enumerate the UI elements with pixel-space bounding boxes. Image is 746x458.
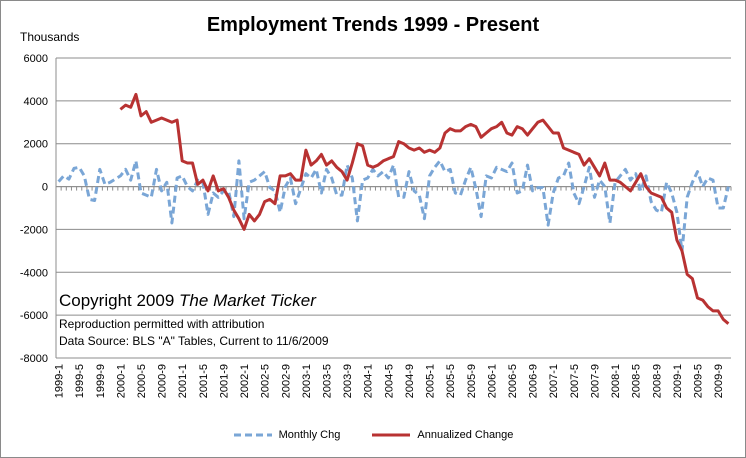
legend-label-annualized: Annualized Change [417,429,514,441]
x-tick-label: 2000-9 [157,364,169,398]
x-tick-label: 2003-9 [342,364,354,398]
x-tick-label: 2004-1 [363,364,375,398]
x-tick-label: 2007-1 [548,364,560,398]
x-tick-label: 2009-1 [672,364,684,398]
x-tick-label: 2003-1 [301,364,313,398]
y-tick-label: 6000 [24,53,48,65]
legend-item-monthly: Monthly Chg [233,429,341,441]
x-tick-label: 2005-1 [425,364,437,398]
data-source-note: Data Source: BLS "A" Tables, Current to … [59,334,329,348]
x-tick-label: 2000-5 [136,364,148,398]
copyright-publisher: The Market Ticker [179,291,316,310]
x-tick-label: 2002-1 [239,364,251,398]
series-line-0 [57,159,730,253]
y-axis-tick-labels: -8000 -6000 -4000 -2000 0 2000 4000 6000 [20,53,48,365]
x-tick-label: 2007-5 [569,364,581,398]
y-axis-label: Thousands [20,30,80,44]
x-tick-label: 1999-5 [74,364,86,398]
x-axis-tick-labels: 1999-1 1999-5 1999-9 2000-1 2000-5 2000-9 2001… [54,364,726,398]
y-tick-label: -8000 [20,353,48,365]
copyright-prefix: Copyright 2009 [59,291,175,310]
x-tick-label: 2006-9 [528,364,540,398]
copyright-note: Copyright 2009 The Market Ticker [59,291,316,311]
x-tick-label: 2001-1 [177,364,189,398]
gridlines [56,57,731,359]
x-tick-label: 2006-1 [486,364,498,398]
x-tick-label: 2002-9 [280,364,292,398]
x-tick-label: 2006-5 [507,364,519,398]
x-tick-label: 1999-1 [54,364,66,398]
y-tick-label: 2000 [24,139,48,151]
x-tick-label: 2005-9 [466,364,478,398]
y-tick-label: 0 [42,182,48,194]
x-tick-label: 2008-5 [631,364,643,398]
legend-label-monthly: Monthly Chg [278,429,341,441]
x-tick-label: 2009-9 [713,364,725,398]
y-tick-label: -4000 [20,267,48,279]
x-tick-label: 1999-9 [95,364,107,398]
series-line-1 [119,92,730,325]
y-tick-label: -6000 [20,310,48,322]
x-tick-label: 2002-5 [260,364,272,398]
x-tick-label: 2004-9 [404,364,416,398]
chart-title: Employment Trends 1999 - Present [206,14,540,36]
x-tick-label: 2001-5 [198,364,210,398]
y-tick-label: -2000 [20,224,48,236]
legend: Monthly Chg Annualized Change [0,429,746,443]
series-lines [57,92,730,325]
x-tick-label: 2009-5 [693,364,705,398]
legend-swatch-annualized [372,433,411,437]
y-tick-label: 4000 [24,96,48,108]
reproduction-note: Reproduction permitted with attribution [59,317,265,331]
x-tick-label: 2000-1 [115,364,127,398]
x-axis [55,58,732,359]
x-tick-label: 2005-5 [445,364,457,398]
x-tick-label: 2008-1 [610,364,622,398]
x-tick-label: 2003-5 [322,364,334,398]
x-tick-label: 2007-9 [589,364,601,398]
legend-item-annualized: Annualized Change [371,429,513,441]
legend-swatch-monthly [233,433,272,437]
x-tick-label: 2001-9 [218,364,230,398]
x-tick-label: 2004-5 [383,364,395,398]
x-tick-label: 2008-9 [651,364,663,398]
